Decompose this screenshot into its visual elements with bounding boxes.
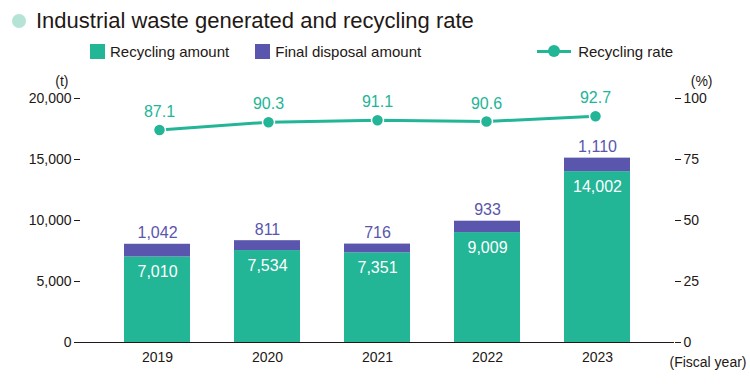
svg-text:7,010: 7,010 [137, 263, 177, 280]
svg-text:7,351: 7,351 [357, 259, 397, 276]
html-text:Recycling rate: Recycling rate [578, 42, 674, 60]
svg-text:75: 75 [684, 151, 700, 167]
svg-text:933: 933 [474, 201, 501, 218]
svg-text:811: 811 [255, 221, 281, 238]
svg-text:(Fiscal year): (Fiscal year) [669, 354, 746, 370]
svg-text:87.1: 87.1 [144, 103, 175, 120]
html-text:Recycling amount: Recycling amount [110, 42, 230, 60]
svg-text:15,000: 15,000 [29, 151, 72, 167]
html-text:Final disposal amount: Final disposal amount [275, 42, 422, 60]
svg-text:2020: 2020 [252, 349, 283, 365]
svg-text:5,000: 5,000 [36, 273, 71, 289]
svg-text:9,009: 9,009 [467, 239, 507, 256]
svg-text:10,000: 10,000 [29, 212, 72, 228]
svg-text:(%): (%) [691, 73, 713, 89]
svg-text:90.3: 90.3 [253, 95, 284, 112]
svg-text:20,000: 20,000 [29, 90, 72, 106]
svg-text:2022: 2022 [472, 349, 503, 365]
svg-text:91.1: 91.1 [362, 93, 393, 110]
svg-text:2021: 2021 [362, 349, 393, 365]
svg-text:1,042: 1,042 [137, 224, 177, 241]
svg-text:25: 25 [684, 273, 700, 289]
svg-text:2019: 2019 [142, 349, 173, 365]
svg-text:92.7: 92.7 [580, 89, 611, 106]
svg-text:14,002: 14,002 [573, 178, 622, 195]
svg-text:100: 100 [684, 90, 708, 106]
svg-text:2023: 2023 [582, 349, 613, 365]
svg-text:716: 716 [364, 224, 391, 241]
svg-text:7,534: 7,534 [247, 257, 287, 274]
svg-text:(t): (t) [55, 73, 68, 89]
svg-text:0: 0 [64, 334, 72, 350]
html-text:Industrial waste generated and: Industrial waste generated and recycling… [36, 8, 474, 33]
svg-text:0: 0 [684, 334, 692, 350]
svg-text:1,110: 1,110 [578, 138, 617, 155]
svg-text:90.6: 90.6 [471, 95, 502, 112]
svg-text:50: 50 [684, 212, 700, 228]
